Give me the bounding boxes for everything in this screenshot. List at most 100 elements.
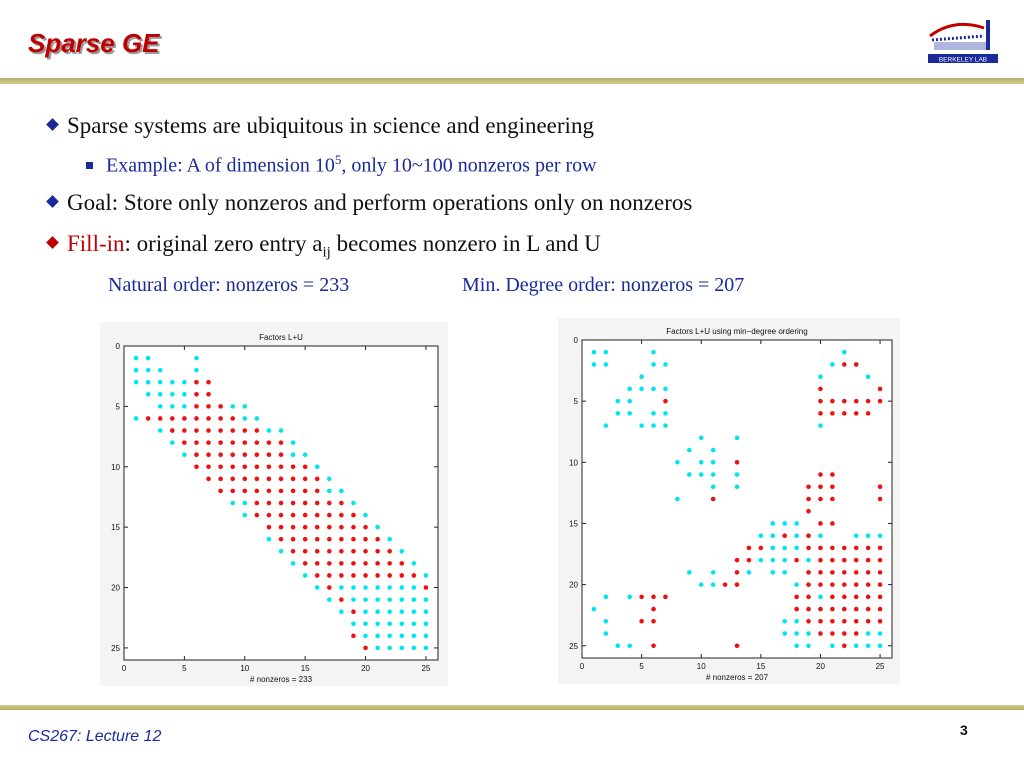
data-point	[375, 573, 380, 578]
data-point	[853, 545, 859, 551]
data-point	[194, 404, 199, 409]
data-point	[375, 645, 380, 651]
data-point	[254, 428, 260, 433]
data-point	[194, 367, 199, 373]
data-point	[842, 619, 847, 624]
data-point	[423, 597, 429, 602]
data-point	[782, 521, 787, 526]
chart-natural-order: Factors L+U 0 5 10 15 20 25 0 5 10 15 20 25 # nonzero…	[111, 333, 439, 684]
data-point	[302, 549, 308, 554]
data-point	[399, 597, 405, 602]
data-point	[254, 488, 260, 494]
data-point	[865, 606, 871, 612]
data-point	[339, 585, 344, 590]
data-point	[651, 411, 656, 416]
data-point	[663, 398, 668, 404]
data-point	[758, 557, 764, 563]
data-point	[877, 557, 883, 563]
data-point	[339, 500, 344, 506]
plot-axes-box	[581, 339, 893, 659]
data-point	[603, 349, 609, 355]
data-point	[302, 536, 308, 542]
data-point	[853, 398, 859, 404]
data-point	[853, 533, 859, 538]
data-point	[278, 452, 284, 457]
data-point	[351, 500, 356, 506]
data-point	[157, 392, 163, 397]
diamond-bullet-icon	[46, 236, 59, 249]
data-point	[615, 411, 621, 416]
data-point	[651, 594, 656, 600]
data-point	[194, 440, 199, 445]
data-point	[782, 631, 787, 636]
data-point	[242, 476, 248, 482]
x-axis-label: # nonzeros = 207	[706, 673, 769, 682]
data-point	[145, 379, 151, 385]
data-point	[842, 398, 847, 404]
data-point	[230, 440, 235, 445]
data-point	[411, 597, 417, 602]
data-point	[363, 645, 368, 651]
data-point	[242, 464, 248, 470]
data-point	[818, 484, 823, 490]
data-point	[627, 398, 632, 404]
data-point	[145, 416, 151, 421]
data-point	[218, 452, 223, 457]
data-point	[266, 488, 272, 494]
data-point	[170, 392, 175, 397]
y-tick-label: 25	[569, 642, 578, 651]
data-point	[794, 619, 799, 624]
data-point	[230, 452, 235, 457]
data-point	[651, 423, 656, 428]
data-point	[758, 545, 764, 551]
data-point	[830, 545, 835, 551]
data-point	[266, 500, 272, 506]
data-point	[853, 619, 859, 624]
data-point	[865, 570, 871, 575]
x-tick-label: 25	[876, 662, 885, 671]
data-point	[865, 557, 871, 563]
data-point	[266, 512, 272, 518]
data-point	[830, 398, 835, 404]
data-point	[254, 464, 260, 470]
data-point	[877, 533, 883, 538]
x-tick-label: 0	[122, 664, 127, 673]
data-point	[375, 633, 380, 639]
data-point	[710, 484, 716, 490]
data-point	[591, 349, 597, 355]
data-point	[133, 367, 139, 373]
data-point	[853, 631, 859, 636]
y-tick-label: 5	[574, 397, 579, 406]
data-point	[375, 549, 380, 554]
data-point	[363, 597, 368, 602]
data-point	[782, 557, 787, 563]
data-point	[399, 609, 405, 614]
data-point	[877, 594, 883, 600]
data-point	[615, 643, 621, 649]
data-point	[218, 404, 223, 409]
data-point	[818, 423, 823, 428]
data-point	[302, 561, 308, 566]
data-point	[194, 416, 199, 421]
data-point	[830, 606, 835, 612]
data-point	[266, 440, 272, 445]
data-point	[423, 633, 429, 639]
data-point	[734, 557, 740, 563]
y-tick-label: 0	[574, 336, 579, 345]
data-point	[314, 524, 320, 530]
data-point	[314, 500, 320, 506]
data-point	[865, 619, 871, 624]
data-point	[375, 524, 380, 530]
data-point	[327, 597, 332, 602]
data-point	[278, 500, 284, 506]
data-point	[818, 594, 823, 600]
data-point	[865, 643, 871, 649]
data-point	[194, 355, 199, 361]
data-point	[254, 416, 260, 421]
data-point	[734, 582, 740, 587]
data-point	[818, 606, 823, 612]
data-point	[865, 594, 871, 600]
data-point	[194, 452, 199, 457]
logo-text: BERKELEY LAB	[939, 57, 987, 64]
bullet-1-text: Sparse systems are ubiquitous in science…	[67, 113, 594, 138]
